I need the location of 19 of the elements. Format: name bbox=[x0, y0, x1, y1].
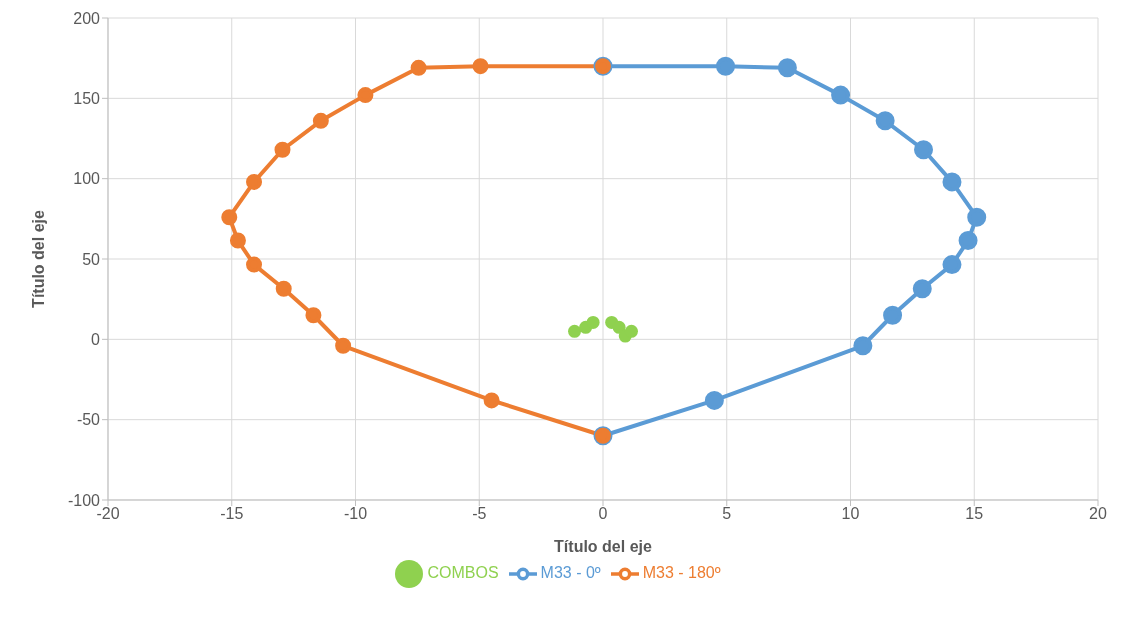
y-tick-label: -50 bbox=[76, 411, 101, 429]
y-tick-label: 100 bbox=[73, 170, 101, 188]
y-tick-label: 50 bbox=[82, 250, 101, 268]
legend-label: COMBOS bbox=[427, 564, 499, 582]
x-tick-label: 0 bbox=[598, 505, 608, 523]
x-tick-label: 15 bbox=[965, 505, 984, 523]
legend-label: M33 - 0º bbox=[540, 564, 601, 582]
y-axis-title: Título del eje bbox=[29, 210, 47, 308]
y-tick-label: 200 bbox=[73, 9, 101, 27]
y-tick-label: 0 bbox=[91, 331, 101, 349]
x-axis-title: Título del eje bbox=[554, 538, 652, 555]
x-tick-label: -10 bbox=[343, 505, 368, 523]
x-tick-label: 10 bbox=[841, 505, 860, 523]
x-tick-label: -5 bbox=[472, 505, 487, 523]
x-tick-label: 20 bbox=[1089, 505, 1107, 523]
x-tick-label: 5 bbox=[722, 505, 732, 523]
y-tick-label: 150 bbox=[73, 90, 101, 108]
x-tick-label: -15 bbox=[220, 505, 244, 523]
legend-label: M33 - 180º bbox=[642, 564, 721, 582]
